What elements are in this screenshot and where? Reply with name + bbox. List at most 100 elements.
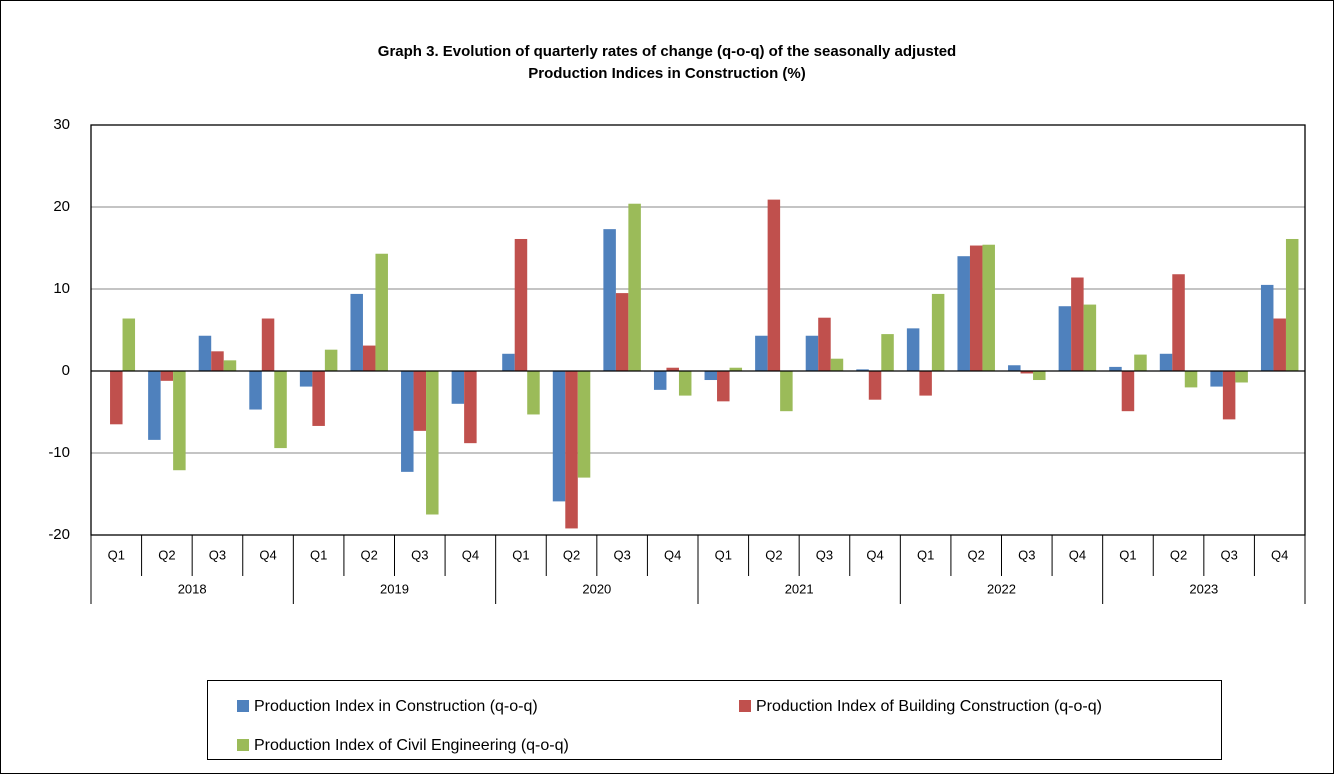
chart-title: Graph 3. Evolution of quarterly rates of… bbox=[378, 43, 956, 60]
bar bbox=[211, 351, 224, 371]
bar bbox=[603, 229, 616, 371]
bar bbox=[1109, 366, 1122, 371]
bar bbox=[615, 293, 629, 371]
bar bbox=[805, 335, 819, 371]
bar bbox=[717, 371, 730, 402]
x-tick-label: Q2 bbox=[968, 547, 985, 562]
bar bbox=[527, 371, 540, 415]
bar bbox=[565, 371, 578, 529]
y-tick-label: -10 bbox=[48, 444, 70, 461]
bar bbox=[401, 371, 414, 472]
bar bbox=[160, 371, 174, 381]
x-tick-label: Q2 bbox=[158, 547, 175, 562]
bar bbox=[324, 349, 338, 371]
bar bbox=[413, 371, 427, 431]
bar bbox=[1121, 371, 1135, 412]
group-label: 2020 bbox=[582, 581, 611, 596]
group-label: 2019 bbox=[380, 581, 409, 596]
bar bbox=[1235, 371, 1248, 383]
bar bbox=[198, 335, 212, 371]
x-tick-label: Q4 bbox=[1069, 547, 1086, 562]
bar bbox=[780, 371, 793, 412]
bar bbox=[1184, 371, 1198, 388]
x-tick-label: Q3 bbox=[1018, 547, 1035, 562]
y-tick-label: 20 bbox=[53, 198, 70, 215]
bar bbox=[931, 293, 945, 371]
legend-label: Production Index of Building Constructio… bbox=[756, 698, 1102, 715]
bar bbox=[577, 371, 591, 478]
bar bbox=[1083, 304, 1097, 371]
group-label: 2018 bbox=[178, 581, 207, 596]
x-tick-label: Q4 bbox=[1271, 547, 1288, 562]
bar bbox=[1222, 371, 1236, 420]
bar bbox=[1210, 371, 1223, 387]
x-tick-label: Q2 bbox=[1170, 547, 1187, 562]
x-tick-label: Q4 bbox=[664, 547, 681, 562]
bar bbox=[830, 358, 844, 371]
bar bbox=[666, 367, 679, 371]
bar bbox=[375, 253, 388, 371]
bar bbox=[261, 318, 275, 371]
bar bbox=[110, 371, 123, 425]
bar bbox=[249, 371, 262, 410]
bar bbox=[223, 360, 237, 371]
bar bbox=[514, 238, 528, 371]
bar bbox=[148, 371, 161, 440]
x-tick-label: Q3 bbox=[1220, 547, 1237, 562]
x-tick-label: Q4 bbox=[462, 547, 479, 562]
x-tick-label: Q1 bbox=[108, 547, 125, 562]
bar bbox=[299, 371, 313, 387]
x-tick-label: Q3 bbox=[411, 547, 428, 562]
bar bbox=[906, 328, 920, 371]
x-tick-label: Q4 bbox=[259, 547, 276, 562]
bar bbox=[426, 371, 439, 515]
legend-label: Production Index of Civil Engineering (q… bbox=[254, 737, 569, 754]
bar bbox=[173, 371, 186, 471]
x-tick-label: Q3 bbox=[209, 547, 226, 562]
bar bbox=[767, 199, 781, 371]
bar bbox=[1260, 284, 1274, 371]
bar bbox=[552, 371, 566, 502]
bar bbox=[1071, 277, 1084, 371]
x-tick-label: Q4 bbox=[866, 547, 883, 562]
chart-title: Production Indices in Construction (%) bbox=[528, 65, 806, 82]
x-tick-label: Q1 bbox=[512, 547, 529, 562]
y-tick-label: 0 bbox=[62, 362, 70, 379]
y-tick-label: 10 bbox=[53, 280, 70, 297]
bar bbox=[1273, 318, 1286, 371]
bar bbox=[502, 353, 515, 371]
bar bbox=[628, 203, 641, 371]
group-label: 2022 bbox=[987, 581, 1016, 596]
bar bbox=[868, 371, 882, 400]
bar bbox=[818, 317, 831, 371]
bar bbox=[362, 345, 376, 371]
bar bbox=[1058, 306, 1072, 371]
bar bbox=[122, 318, 136, 371]
y-tick-label: 30 bbox=[53, 116, 70, 133]
bar bbox=[919, 371, 932, 396]
bar bbox=[1172, 274, 1185, 371]
x-tick-label: Q3 bbox=[613, 547, 630, 562]
bar bbox=[1033, 371, 1046, 381]
bar bbox=[704, 371, 718, 381]
x-tick-label: Q2 bbox=[361, 547, 378, 562]
bar bbox=[957, 256, 970, 371]
x-tick-label: Q1 bbox=[715, 547, 732, 562]
legend-swatch bbox=[237, 739, 249, 751]
group-label: 2023 bbox=[1189, 581, 1218, 596]
legend-label: Production Index in Construction (q-o-q) bbox=[254, 698, 538, 715]
bar bbox=[312, 371, 325, 426]
bar bbox=[856, 369, 869, 371]
y-tick-label: -20 bbox=[48, 526, 70, 543]
bar bbox=[451, 371, 465, 404]
bar bbox=[653, 371, 667, 390]
bar bbox=[881, 334, 894, 371]
bar bbox=[1134, 354, 1147, 371]
legend-swatch bbox=[237, 700, 249, 712]
x-tick-label: Q2 bbox=[563, 547, 580, 562]
bar bbox=[1008, 365, 1021, 371]
bar bbox=[350, 293, 363, 371]
x-tick-label: Q2 bbox=[765, 547, 782, 562]
